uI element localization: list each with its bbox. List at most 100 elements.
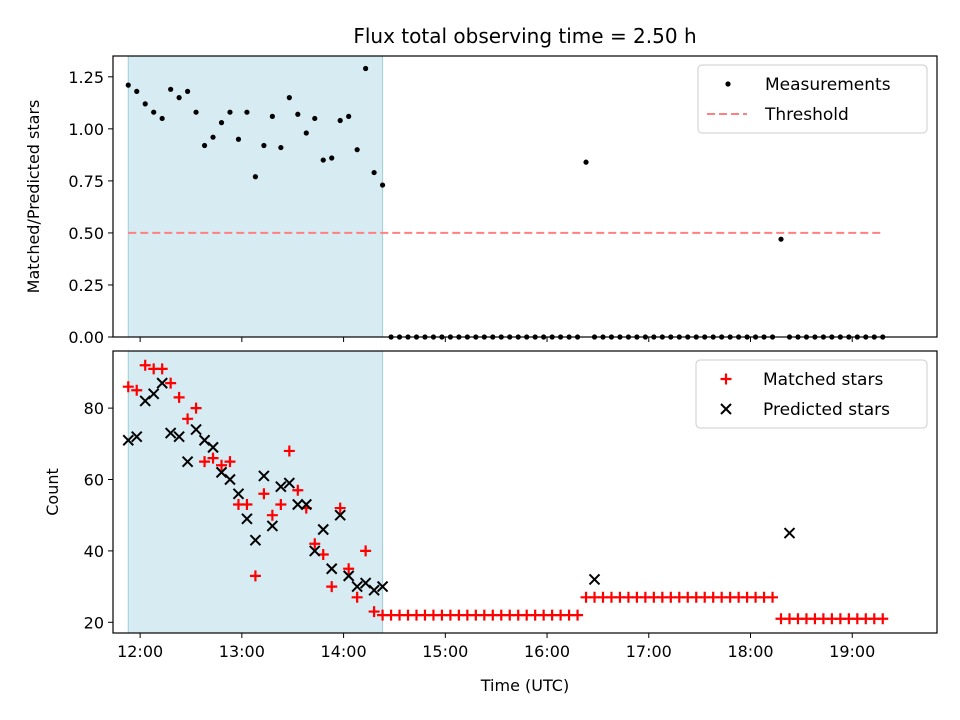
y-axis-label: Count [43, 468, 62, 516]
x-tick-label: 12:00 [117, 642, 163, 661]
predicted-stars-point [164, 427, 177, 439]
predicted-stars-point [300, 498, 312, 511]
measurements-point [176, 95, 182, 101]
measurements-point [320, 157, 326, 163]
matched-stars-point [343, 563, 355, 575]
predicted-stars-point [190, 423, 202, 436]
measurements-point [193, 109, 199, 115]
measurements-point [778, 236, 784, 242]
matched-stars-point [199, 456, 211, 468]
measurements-point [185, 88, 191, 94]
matched-stars-point [165, 377, 177, 389]
y-tick-label: 0.00 [68, 328, 104, 347]
predicted-stars-point [181, 455, 194, 468]
matched-stars-point [190, 402, 202, 414]
matched-stars-point [360, 545, 372, 557]
predicted-stars-point [224, 473, 236, 486]
axes-frame [112, 55, 938, 338]
y-tick-label: 1.25 [68, 68, 104, 87]
matched-stars-point [266, 509, 278, 521]
legend-label-threshold: Threshold [764, 105, 849, 125]
predicted-stars-point [368, 584, 380, 596]
predicted-stars-point [241, 513, 253, 525]
predicted-stars-point [309, 545, 321, 557]
matched-stars-point [249, 570, 261, 582]
measurements-point [252, 174, 259, 180]
measurements-point [201, 142, 208, 149]
measurements-point [159, 115, 165, 122]
measurements-point [227, 109, 233, 115]
predicted-stars-point [334, 509, 346, 521]
legend-box [695, 359, 928, 429]
measurements-point [354, 147, 360, 153]
matched-stars-point [877, 613, 889, 625]
matched-stars-point [122, 381, 134, 393]
matched-stars-point [139, 359, 151, 371]
matched-stars-point [131, 384, 143, 396]
matched-stars-point [572, 609, 584, 621]
measurements-point [278, 144, 284, 151]
matched-stars-point [224, 456, 236, 468]
measurements-point [125, 82, 131, 88]
predicted-stars-point [292, 498, 304, 511]
chart-title: Flux total observing time = 2.50 h [353, 24, 696, 48]
predicted-stars-point [156, 377, 168, 389]
matched-stars-point [309, 538, 321, 550]
legend-marker-matched-stars [720, 373, 732, 385]
predicted-stars-point [342, 570, 355, 582]
measurements-point [337, 117, 343, 124]
measurements-point [303, 130, 309, 136]
x-tick-label: 13:00 [219, 642, 265, 661]
x-tick-label: 14:00 [321, 642, 367, 661]
bottom-panel: 20 40 60 80 12:00 13:00 14:00 15:00 16:00 17:00 18… [43, 350, 938, 695]
x-tick-label: 17:00 [626, 642, 672, 661]
x-tick-label: 18:00 [727, 642, 773, 661]
measurements-point [346, 113, 352, 119]
top-panel: 0.00 0.25 0.50 0.75 1.00 1.25 Matched/Predicte… [24, 55, 938, 347]
matched-stars-point [275, 498, 287, 510]
legend-label-measurements: Measurements [765, 75, 891, 95]
measurements-point [295, 111, 301, 117]
axes-frame [112, 350, 938, 634]
measurements-point [329, 155, 335, 161]
legend: Matched stars Predicted stars [695, 359, 928, 429]
x-tick-label: 16:00 [524, 642, 570, 661]
legend-box [697, 64, 928, 134]
y-tick-label: 80 [84, 399, 104, 418]
measurements-point [244, 109, 250, 115]
matched-stars-point [292, 484, 304, 496]
measurements-point [261, 142, 267, 149]
x-tick-label: 19:00 [829, 642, 875, 661]
y-tick-label: 1.00 [68, 120, 104, 139]
matched-stars-point [216, 459, 228, 471]
measurements-point [371, 169, 377, 176]
y-tick-label: 60 [84, 471, 104, 490]
measurements-point [235, 136, 242, 142]
matched-stars-point [326, 581, 338, 593]
predicted-stars-point [131, 430, 143, 443]
y-tick-label: 20 [84, 613, 104, 632]
y-tick-label: 0.50 [68, 224, 104, 243]
matched-stars-point [207, 452, 219, 464]
legend-label-predicted-stars: Predicted stars [763, 400, 890, 420]
legend-marker-predicted-stars [720, 403, 732, 415]
measurements-point [363, 65, 369, 72]
predicted-stars-point [232, 488, 245, 500]
measurements-point [134, 88, 140, 94]
predicted-stars-point [275, 480, 287, 493]
legend-label-matched-stars: Matched stars [763, 370, 883, 390]
y-axis-label: Matched/Predicted stars [24, 100, 43, 294]
matched-stars-point [283, 445, 295, 457]
predicted-stars-point [283, 477, 296, 489]
predicted-stars-point [783, 527, 796, 539]
matched-stars-point [334, 502, 346, 514]
predicted-stars-point [317, 523, 329, 536]
predicted-stars-point [326, 563, 338, 575]
x-tick-label: 15:00 [422, 642, 468, 661]
predicted-stars-point [258, 470, 270, 482]
measurements-point [218, 120, 225, 126]
matched-stars-point [767, 591, 779, 603]
shaded-span [127, 350, 384, 634]
predicted-stars-point [147, 388, 160, 400]
